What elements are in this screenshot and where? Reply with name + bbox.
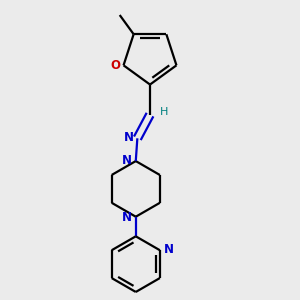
Text: N: N <box>164 243 174 256</box>
Text: N: N <box>122 211 132 224</box>
Text: N: N <box>122 154 132 166</box>
Text: O: O <box>111 59 121 72</box>
Text: N: N <box>124 130 134 143</box>
Text: H: H <box>160 107 168 117</box>
